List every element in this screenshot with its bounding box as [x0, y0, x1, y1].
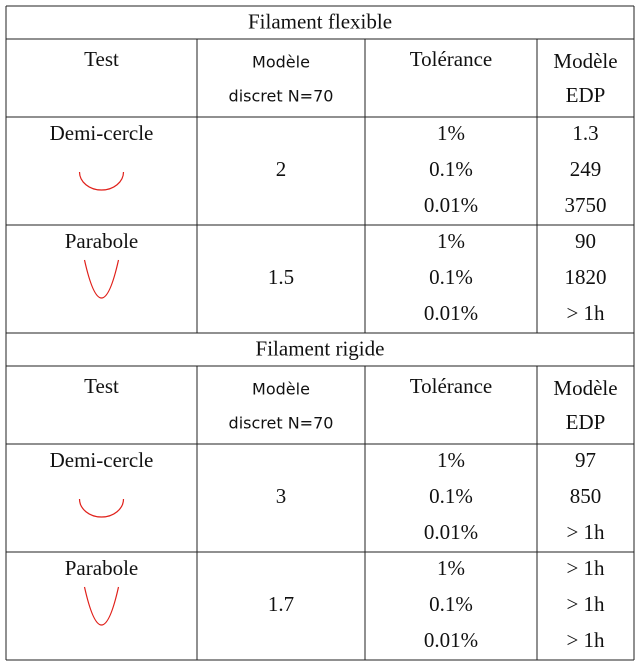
- tolerance: 0.01%: [424, 301, 478, 325]
- tolerance: 1%: [437, 121, 465, 145]
- tolerance: 1%: [437, 556, 465, 580]
- edp-value: > 1h: [566, 520, 605, 544]
- header-cell: EDP: [566, 410, 606, 434]
- discrete-value: 1.5: [268, 265, 294, 289]
- header-cell: Tolérance: [410, 374, 492, 398]
- edp-value: > 1h: [566, 628, 605, 652]
- header-cell: Modèle: [553, 376, 617, 400]
- shape-icon: [83, 259, 120, 299]
- test-name: Parabole: [65, 556, 138, 580]
- tolerance: 0.1%: [429, 265, 473, 289]
- edp-value: 97: [575, 448, 596, 472]
- shape-icon: [83, 586, 120, 626]
- edp-value: > 1h: [566, 592, 605, 616]
- header-cell: Modèle: [252, 53, 310, 72]
- edp-value: 90: [575, 229, 596, 253]
- edp-value: 1820: [565, 265, 607, 289]
- tolerance: 0.01%: [424, 193, 478, 217]
- edp-value: > 1h: [566, 301, 605, 325]
- edp-value: 850: [570, 484, 602, 508]
- tolerance: 1%: [437, 229, 465, 253]
- tolerance: 0.01%: [424, 520, 478, 544]
- edp-value: 249: [570, 157, 602, 181]
- test-name: Demi-cercle: [50, 448, 154, 472]
- section-title: Filament flexible: [248, 9, 392, 33]
- shape-icon: [78, 171, 125, 191]
- header-cell: Tolérance: [410, 47, 492, 71]
- tolerance: 1%: [437, 448, 465, 472]
- header-cell: Test: [84, 374, 119, 398]
- edp-value: > 1h: [566, 556, 605, 580]
- test-name: Demi-cercle: [50, 121, 154, 145]
- header-cell: discret N=70: [229, 87, 334, 106]
- header-cell: discret N=70: [229, 414, 334, 433]
- discrete-value: 2: [276, 157, 287, 181]
- header-cell: Modèle: [553, 49, 617, 73]
- tolerance: 0.1%: [429, 484, 473, 508]
- header-cell: Modèle: [252, 380, 310, 399]
- section-title: Filament rigide: [256, 336, 385, 360]
- header-cell: Test: [84, 47, 119, 71]
- edp-value: 3750: [565, 193, 607, 217]
- tolerance: 0.1%: [429, 157, 473, 181]
- header-cell: EDP: [566, 83, 606, 107]
- discrete-value: 3: [276, 484, 287, 508]
- tolerance: 0.01%: [424, 628, 478, 652]
- test-name: Parabole: [65, 229, 138, 253]
- discrete-value: 1.7: [268, 592, 294, 616]
- shape-icon: [78, 498, 125, 518]
- edp-value: 1.3: [572, 121, 598, 145]
- tolerance: 0.1%: [429, 592, 473, 616]
